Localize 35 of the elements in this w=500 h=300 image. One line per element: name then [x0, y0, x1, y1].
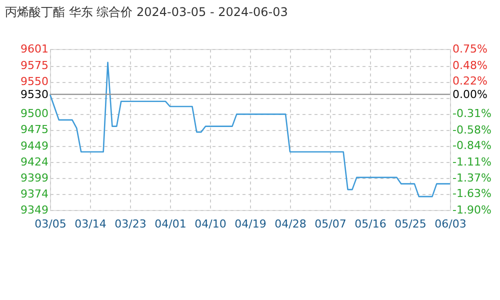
x-tick-label: 05/16 [354, 218, 386, 230]
chart-title: 丙烯酸丁酯 华东 综合价 2024-03-05 - 2024-06-03 [5, 5, 288, 19]
y-tick-label: 9601 [20, 42, 48, 56]
x-tick-label: 03/05 [34, 218, 66, 230]
y2-tick-label: -1.63% [452, 187, 492, 200]
x-tick-label: 04/10 [194, 218, 226, 230]
x-tick-label: 03/23 [114, 218, 146, 230]
y2-tick-label: -1.11% [452, 156, 492, 169]
y2-tick-label: -0.58% [452, 123, 492, 136]
y2-tick-label: -1.90% [452, 204, 492, 216]
x-tick-label: 04/28 [274, 218, 306, 230]
y2-tick-label: -0.84% [452, 139, 492, 152]
y-tick-label: 9424 [20, 156, 48, 169]
y-tick-label: 9575 [20, 59, 48, 72]
y-tick-label: 9475 [20, 123, 48, 136]
x-tick-label: 04/01 [154, 218, 186, 230]
y2-tick-label: -0.31% [452, 106, 492, 120]
x-tick-label: 06/03 [434, 218, 466, 230]
y-tick-label: 9500 [20, 107, 48, 120]
x-tick-label: 05/07 [314, 218, 346, 230]
y2-tick-label: 0.75% [452, 42, 488, 56]
y2-tick-label: -1.37% [452, 171, 492, 184]
x-tick-label: 04/19 [234, 218, 266, 230]
x-tick-label: 05/25 [394, 218, 426, 230]
y-tick-label: 9374 [20, 188, 48, 201]
y2-tick-label: 0.22% [452, 74, 488, 88]
y-tick-label: 9349 [20, 204, 48, 216]
y-tick-label: 9550 [20, 75, 48, 88]
y-tick-label: 9449 [20, 140, 48, 153]
y-tick-label: 9399 [20, 172, 48, 185]
x-tick-label: 03/14 [74, 218, 106, 230]
y-tick-label: 9530 [20, 88, 48, 101]
line-series [49, 62, 451, 198]
y2-tick-label: 0.48% [452, 58, 488, 72]
y2-tick-label: 0.00% [452, 88, 488, 102]
